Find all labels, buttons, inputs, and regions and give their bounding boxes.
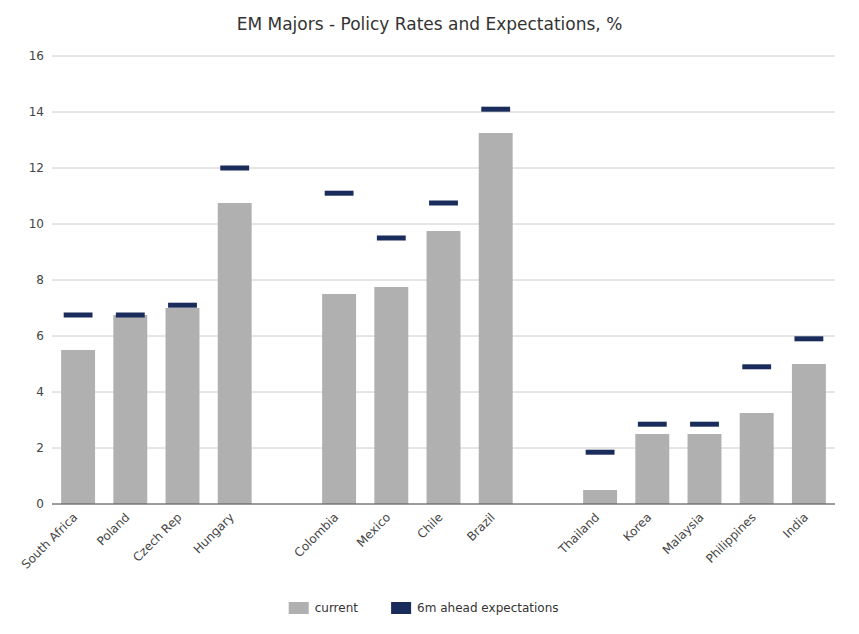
bar <box>740 413 774 504</box>
y-tick-label: 16 <box>29 49 44 63</box>
x-tick-label: Brazil <box>464 510 498 544</box>
series-0 <box>61 133 826 504</box>
legend-swatch <box>289 602 309 614</box>
bar <box>479 133 513 504</box>
x-tick-label: Hungary <box>191 510 237 556</box>
title: EM Majors - Policy Rates and Expectation… <box>237 14 623 34</box>
legend: current 6m ahead expectations <box>289 601 559 615</box>
x-tick-label: Poland <box>94 510 132 548</box>
y-tick-label: 4 <box>36 385 44 399</box>
x-tick-label: Colombia <box>291 510 341 560</box>
grid-line <box>52 224 835 225</box>
expectation-marker <box>116 313 145 318</box>
x-tick-label: South Africa <box>19 510 80 571</box>
chart: EM Majors - Policy Rates and Expectation… <box>0 0 859 634</box>
bar <box>792 364 826 504</box>
series-1 <box>64 107 824 455</box>
bar <box>166 308 200 504</box>
bar <box>635 434 669 504</box>
expectation-marker <box>64 313 93 318</box>
marks <box>61 107 826 504</box>
expectation-marker <box>377 236 406 241</box>
x-tick-label: Mexico <box>354 510 394 550</box>
expectation-marker <box>481 107 510 112</box>
y-tick-label: 14 <box>29 105 44 119</box>
x-axis-line <box>52 504 835 505</box>
bar <box>427 231 461 504</box>
expectation-marker <box>742 364 771 369</box>
x-tick-label: Chile <box>414 510 445 541</box>
y-tick-label: 10 <box>29 217 44 231</box>
x-tick-label: Czech Rep <box>130 510 184 564</box>
grid-line <box>52 112 835 113</box>
bar <box>61 350 95 504</box>
bar <box>218 203 252 504</box>
x-axis: South Africa PolandCzech RepHungary Colomb… <box>19 510 811 571</box>
y-tick-label: 6 <box>36 329 44 343</box>
x-tick-label: Malaysia <box>660 510 707 557</box>
expectation-marker <box>638 422 667 427</box>
x-tick-label: Philippines <box>703 510 759 566</box>
expectation-marker <box>168 303 197 308</box>
legend-label: 6m ahead expectations <box>417 601 558 615</box>
y-tick-label: 12 <box>29 161 44 175</box>
bar <box>322 294 356 504</box>
grid-line <box>52 168 835 169</box>
expectation-marker <box>794 336 823 341</box>
bar <box>374 287 408 504</box>
x-tick-label: Thailand <box>555 510 602 557</box>
expectation-marker <box>325 191 354 196</box>
y-tick-label: 8 <box>36 273 44 287</box>
expectation-marker <box>690 422 719 427</box>
legend-label: current <box>315 601 359 615</box>
expectation-marker <box>429 201 458 206</box>
y-tick-label: 0 <box>36 497 44 511</box>
x-tick-label: India <box>780 510 811 541</box>
grid-line <box>52 56 835 57</box>
grid-line <box>52 504 835 505</box>
expectation-marker <box>586 450 615 455</box>
expectation-marker <box>220 166 249 171</box>
legend-swatch <box>391 602 411 614</box>
x-tick-label: Korea <box>620 510 654 544</box>
bar <box>113 315 147 504</box>
bar <box>688 434 722 504</box>
y-axis: 0 2 4 6 8 10 12 14 16 <box>29 49 835 511</box>
y-tick-label: 2 <box>36 441 44 455</box>
bar <box>583 490 617 504</box>
